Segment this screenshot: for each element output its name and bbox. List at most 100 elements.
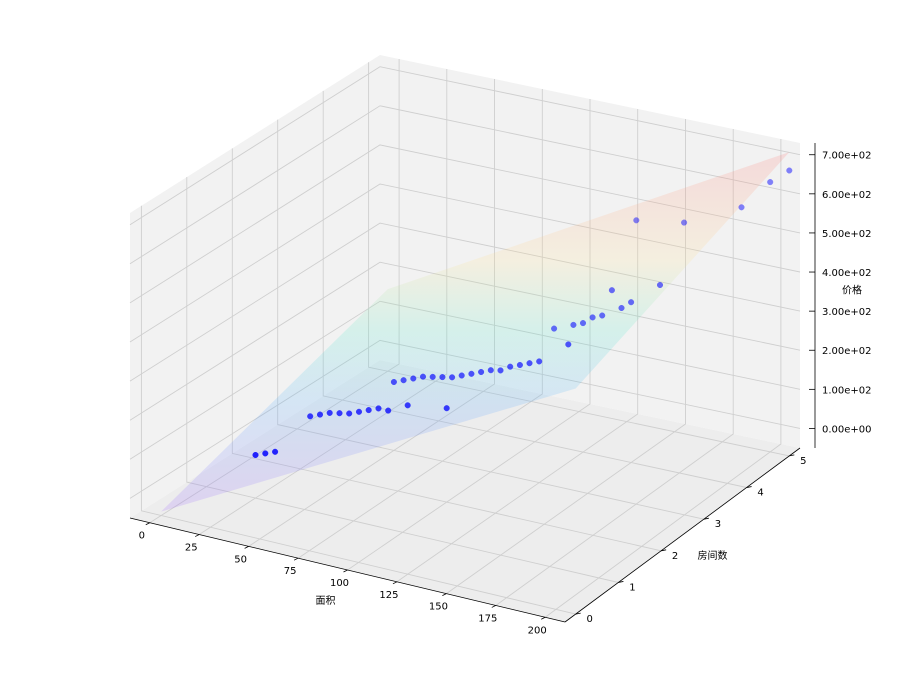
x-tick-mark bbox=[293, 557, 299, 561]
data-point bbox=[443, 405, 450, 412]
data-point bbox=[516, 361, 523, 369]
y-tick-mark bbox=[746, 486, 752, 488]
data-point bbox=[487, 367, 494, 374]
x-axis: 0 25 50 75 100 125 150 175 200 bbox=[129, 517, 566, 636]
data-point bbox=[628, 299, 635, 306]
z-tick-label: 4.00e+02 bbox=[822, 268, 872, 279]
y-tick-mark bbox=[575, 612, 581, 615]
z-grid-line bbox=[129, 66, 801, 226]
data-point bbox=[579, 320, 587, 327]
z-tick-label: 3.00e+02 bbox=[822, 307, 872, 318]
data-point bbox=[439, 374, 446, 381]
x-tick-label: 100 bbox=[330, 578, 349, 589]
data-points bbox=[252, 167, 793, 459]
data-point bbox=[468, 370, 475, 377]
data-point bbox=[346, 410, 353, 417]
y-axis-label: 房间数 bbox=[698, 549, 728, 562]
x-tick-label: 50 bbox=[234, 554, 247, 565]
y-tick-label: 4 bbox=[757, 488, 763, 499]
data-point bbox=[458, 372, 465, 379]
data-point bbox=[385, 407, 392, 414]
y-tick-label: 5 bbox=[800, 456, 806, 467]
z-grid-line bbox=[129, 261, 801, 421]
data-point bbox=[507, 363, 514, 370]
data-point bbox=[565, 341, 572, 348]
left-wall-pane bbox=[130, 55, 380, 518]
data-point bbox=[336, 410, 343, 417]
data-point bbox=[400, 377, 407, 384]
data-point bbox=[272, 448, 279, 455]
x-tick-label: 75 bbox=[284, 566, 297, 577]
data-point bbox=[551, 325, 558, 332]
x-tick-mark bbox=[343, 569, 348, 573]
regression-plane bbox=[161, 152, 790, 512]
y-tick-mark bbox=[789, 454, 795, 457]
data-point bbox=[419, 373, 427, 380]
data-point bbox=[786, 167, 793, 174]
data-point bbox=[767, 179, 774, 186]
data-point bbox=[478, 368, 485, 376]
data-point bbox=[633, 217, 640, 224]
data-point bbox=[656, 281, 664, 289]
data-point bbox=[681, 219, 688, 226]
z-tick-label: 6.00e+02 bbox=[822, 190, 872, 201]
data-point bbox=[526, 360, 533, 367]
data-point bbox=[410, 375, 417, 382]
y-axis-line bbox=[564, 447, 801, 623]
x-grid-line bbox=[495, 129, 734, 606]
data-point bbox=[449, 374, 456, 381]
x-axis-label: 面积 bbox=[316, 595, 336, 607]
y-tick-label: 0 bbox=[587, 614, 593, 625]
y-tick-mark bbox=[661, 549, 667, 552]
x-tick-label: 0 bbox=[139, 531, 145, 542]
data-point bbox=[326, 409, 333, 416]
z-tick-label: 7.00e+02 bbox=[822, 151, 872, 162]
data-point bbox=[262, 450, 269, 457]
data-point bbox=[608, 287, 615, 294]
z-axis-label: 价格 bbox=[842, 284, 862, 297]
x-tick-label: 175 bbox=[478, 614, 497, 625]
y-tick-label: 3 bbox=[715, 519, 721, 530]
data-point bbox=[390, 378, 397, 386]
x-grid-line bbox=[347, 99, 591, 571]
y-grid-line bbox=[186, 177, 619, 583]
data-point bbox=[252, 451, 259, 459]
data-point bbox=[365, 407, 372, 414]
x-tick-mark bbox=[392, 581, 398, 585]
z-tick-label: 0.00e+00 bbox=[822, 424, 872, 435]
y-tick-mark bbox=[703, 517, 709, 520]
z-grid-line bbox=[129, 105, 801, 265]
x-tick-mark bbox=[541, 616, 546, 620]
y-grid-line bbox=[140, 205, 576, 615]
z-tick-label: 2.00e+02 bbox=[822, 346, 872, 357]
data-point bbox=[738, 204, 745, 211]
x-tick-mark bbox=[145, 522, 150, 526]
data-point bbox=[316, 411, 324, 418]
y-tick-label: 2 bbox=[672, 551, 678, 562]
fitted-plane bbox=[161, 152, 790, 512]
x-tick-mark bbox=[491, 605, 496, 608]
x-tick-mark bbox=[244, 546, 249, 549]
x-tick-label: 25 bbox=[185, 543, 198, 554]
data-point bbox=[307, 413, 314, 420]
y-tick-mark bbox=[618, 581, 624, 583]
data-point bbox=[375, 405, 382, 412]
data-point bbox=[404, 402, 411, 409]
z-tick-label: 1.00e+02 bbox=[822, 385, 872, 396]
z-axis: 0.00e+00 1.00e+02 2.00e+02 3.00e+02 4.00e+02… bbox=[809, 143, 872, 448]
x-tick-label: 200 bbox=[528, 625, 547, 636]
x-tick-label: 125 bbox=[379, 590, 398, 601]
data-point bbox=[599, 312, 606, 319]
data-point bbox=[536, 358, 543, 365]
data-point bbox=[570, 321, 577, 328]
x-tick-mark bbox=[195, 534, 200, 537]
data-point bbox=[497, 367, 504, 374]
x-tick-mark bbox=[442, 593, 447, 596]
data-point bbox=[589, 314, 596, 321]
data-point bbox=[429, 373, 436, 380]
data-point bbox=[618, 304, 625, 312]
y-tick-label: 1 bbox=[629, 583, 635, 594]
y-axis: 0 1 2 3 4 5 bbox=[564, 447, 806, 625]
x-grid-line bbox=[544, 139, 782, 618]
